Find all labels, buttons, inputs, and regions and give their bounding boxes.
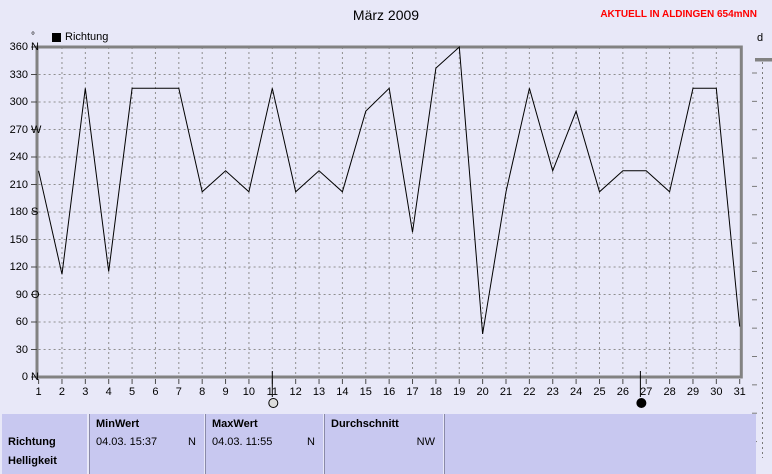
x-tick-label: 9 <box>222 386 229 398</box>
minwert-value: 04.03. 15:37 <box>96 436 158 448</box>
durchschnitt-value: NW <box>416 436 435 448</box>
y-tick-label: 60 <box>15 316 28 328</box>
wind-direction-chart <box>31 45 772 458</box>
x-tick-label: 8 <box>199 386 206 398</box>
y-tick-label: 150 <box>9 233 28 246</box>
page-title: März 2009 <box>352 7 420 23</box>
y-tick-label: 210 <box>9 178 28 191</box>
x-tick-label: 17 <box>406 386 419 398</box>
legend-swatch-icon <box>52 32 61 42</box>
durchschnitt-header: Durchschnitt <box>331 418 399 430</box>
x-tick-label: 11 <box>266 386 278 398</box>
status-banner: AKTUELL IN ALDINGEN 654mNN <box>600 9 757 20</box>
next-chart-label: d <box>757 32 764 44</box>
y-tick-label: 30 <box>15 343 28 356</box>
x-tick-label: 10 <box>242 386 256 398</box>
x-tick-label: 25 <box>593 386 606 398</box>
y-tick-compass-letter: W <box>31 123 42 136</box>
table-row-label: Richtung <box>8 436 56 448</box>
y-tick-label: 330 <box>9 68 28 81</box>
y-tick-label: 180 <box>9 206 28 218</box>
table-cell-maxwert: MaxWert 04.03. 11:55 N <box>205 414 323 474</box>
x-tick-label: 6 <box>152 386 159 398</box>
x-tick-label: 27 <box>640 386 653 398</box>
y-tick-compass-letter: O <box>31 288 40 301</box>
minwert-unit: N <box>188 436 196 448</box>
x-tick-label: 31 <box>733 386 746 398</box>
table-cell-durchschnitt: Durchschnitt NW <box>324 414 443 474</box>
x-tick-label: 4 <box>105 386 112 398</box>
minwert-header: MinWert <box>96 418 140 430</box>
y-tick-label: 90 <box>15 288 28 301</box>
table-cell-empty <box>444 414 756 474</box>
x-tick-label: 19 <box>453 386 466 398</box>
y-tick-compass-letter: N <box>31 371 39 383</box>
x-tick-label: 22 <box>523 386 536 398</box>
next-chart-top-border <box>755 58 772 62</box>
table-row-label-cell: Richtung Helligkeit <box>2 414 87 474</box>
x-tick-label: 15 <box>359 386 372 398</box>
x-tick-label: 26 <box>616 386 629 398</box>
chart-legend: Richtung <box>52 31 108 43</box>
x-tick-label: 1 <box>35 386 42 398</box>
legend-series-label: Richtung <box>65 31 109 43</box>
x-tick-label: 2 <box>58 386 66 398</box>
x-tick-label: 12 <box>289 386 302 398</box>
x-tick-label: 16 <box>383 386 396 398</box>
full-moon-icon <box>268 398 279 408</box>
y-tick-compass-letter: N <box>31 41 39 53</box>
x-tick-label: 21 <box>499 386 513 398</box>
x-tick-label: 28 <box>663 386 676 398</box>
x-tick-label: 14 <box>336 386 349 398</box>
richtung-series-line <box>38 45 741 334</box>
y-tick-label: 360 <box>9 41 28 53</box>
x-tick-label: 7 <box>175 386 182 398</box>
x-tick-label: 13 <box>312 386 326 398</box>
x-tick-label: 23 <box>546 386 559 398</box>
table-cell-minwert: MinWert 04.03. 15:37 N <box>89 414 204 474</box>
maxwert-unit: N <box>307 436 315 448</box>
x-tick-label: 3 <box>82 386 89 398</box>
maxwert-header: MaxWert <box>212 418 258 430</box>
y-tick-label: 240 <box>9 151 28 163</box>
weather-station-page: { "header": { "title": "März 2009", "sta… <box>2 7 772 474</box>
maxwert-value: 04.03. 11:55 <box>212 436 273 448</box>
new-moon-icon <box>636 398 647 408</box>
y-tick-label: 270 <box>9 123 28 136</box>
y-tick-label: 0 <box>21 371 28 383</box>
table-next-row-label: Helligkeit <box>8 455 57 467</box>
y-tick-compass-letter: S <box>31 206 39 218</box>
x-tick-label: 24 <box>569 386 583 398</box>
x-tick-label: 20 <box>476 386 489 398</box>
y-tick-label: 300 <box>9 96 28 108</box>
x-tick-label: 5 <box>129 386 136 398</box>
x-tick-label: 29 <box>686 386 700 398</box>
x-tick-label: 18 <box>429 386 442 398</box>
x-tick-label: 30 <box>710 386 723 398</box>
y-axis-unit-label: ° <box>31 31 35 42</box>
y-tick-label: 120 <box>9 261 28 273</box>
